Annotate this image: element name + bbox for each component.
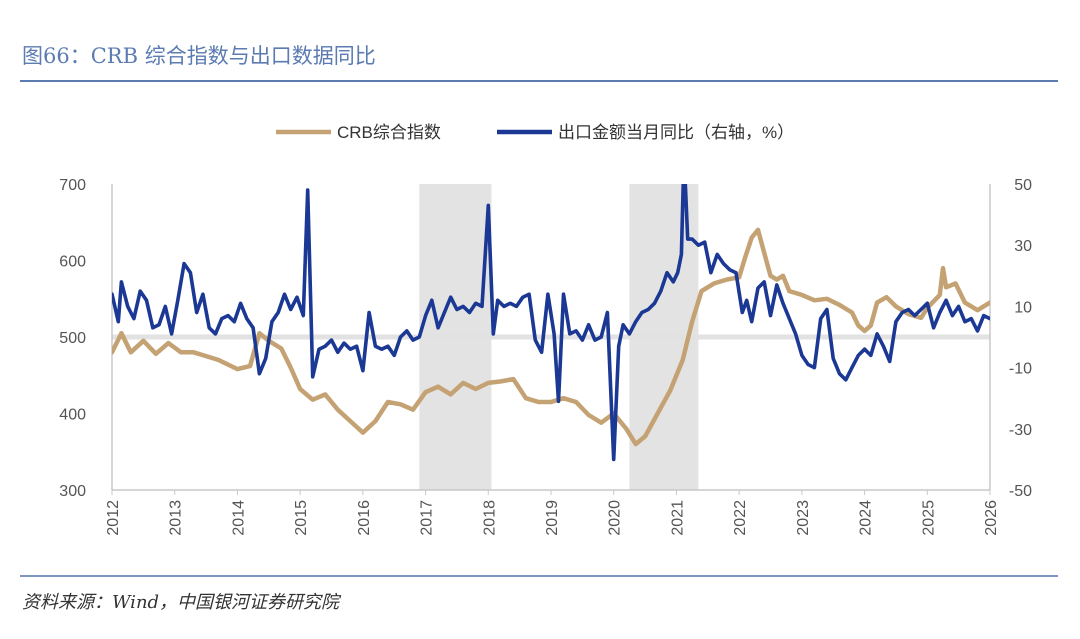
legend-crb-label: CRB综合指数 <box>337 123 441 142</box>
x-tick-label: 2012 <box>105 500 122 536</box>
legend: CRB综合指数 出口金额当月同比（右轴，%） <box>276 123 794 142</box>
right-tick-label: -10 <box>1009 361 1032 378</box>
left-tick-label: 300 <box>59 483 86 500</box>
left-tick-label: 700 <box>59 177 86 194</box>
series-layer <box>112 184 990 462</box>
right-tick-label: 30 <box>1014 238 1032 255</box>
x-tick-label: 2017 <box>419 500 436 536</box>
x-tick-label: 2018 <box>481 500 498 536</box>
legend-export-label: 出口金额当月同比（右轴，%） <box>558 123 794 142</box>
x-tick-label: 2014 <box>230 500 247 536</box>
x-tick-label: 2016 <box>356 500 373 536</box>
x-tick-label: 2013 <box>168 500 185 536</box>
x-tick-label: 2021 <box>669 500 686 536</box>
x-tick-label: 2025 <box>920 500 937 536</box>
left-tick-label: 600 <box>59 254 86 271</box>
x-tick-label: 2022 <box>732 500 749 536</box>
right-tick-label: 50 <box>1014 177 1032 194</box>
right-tick-label: 10 <box>1014 299 1032 316</box>
x-tick-label: 2019 <box>544 500 561 536</box>
x-axis-ticks: 2012 2013 2014 2015 2016 2017 2018 2019 2020 2021… <box>105 490 1000 536</box>
x-tick-label: 2023 <box>795 500 812 536</box>
x-tick-label: 2015 <box>293 500 310 536</box>
source-note: 资料来源：Wind，中国银河证券研究院 <box>22 592 340 613</box>
right-tick-label: -50 <box>1009 483 1032 500</box>
source-rule <box>20 575 1058 577</box>
x-tick-label: 2026 <box>983 500 1000 536</box>
left-tick-label: 400 <box>59 407 86 424</box>
title-rule <box>20 80 1058 82</box>
series-line-crb <box>112 227 990 447</box>
x-tick-label: 2024 <box>858 500 875 536</box>
x-tick-label: 2020 <box>607 500 624 536</box>
right-axis-ticks: -50 -30 -10 10 30 50 <box>1009 177 1032 500</box>
left-axis-ticks: 300 400 500 600 700 <box>59 177 86 500</box>
series-line-export <box>112 184 990 462</box>
left-tick-label: 500 <box>59 330 86 347</box>
figure-title: 图66：CRB 综合指数与出口数据同比 <box>22 44 376 68</box>
right-tick-label: -30 <box>1009 422 1032 439</box>
